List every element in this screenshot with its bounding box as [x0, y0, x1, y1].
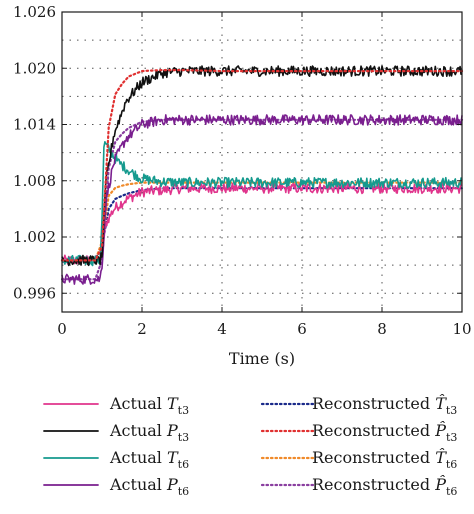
legend-label: Actual Tt6 — [109, 448, 189, 471]
plot-frame — [61, 11, 463, 313]
y-tick-label: 1.008 — [13, 172, 56, 190]
legend-label: Actual Tt3 — [109, 394, 189, 417]
series-line — [61, 182, 463, 266]
legend-item: Actual Tt3 — [43, 394, 189, 417]
x-tick-label: 2 — [137, 320, 147, 338]
x-tick-label: 8 — [377, 320, 387, 338]
grid — [62, 12, 462, 312]
legend-item: Actual Pt6 — [43, 475, 189, 498]
legend-item: Actual Tt6 — [43, 448, 189, 471]
legend-item: Reconstructed T̂t3 — [260, 394, 457, 417]
legend-label: Reconstructed T̂t3 — [312, 394, 457, 417]
legend-item: Actual Pt3 — [43, 421, 189, 444]
series-line — [61, 114, 463, 285]
axis-ticks: 0 2 4 6 8 10 0.996 1.002 1.008 1.014 1.020 1.026 — [13, 3, 472, 338]
series-line — [61, 141, 463, 267]
series-line — [61, 65, 463, 267]
series-lines — [60, 65, 464, 285]
legend: Actual Tt3 Actual Pt3 Actual Tt6 Actual Pt6… — [43, 394, 457, 498]
x-axis-label: Time (s) — [229, 349, 295, 368]
x-tick-label: 10 — [452, 320, 471, 338]
y-tick-label: 1.014 — [13, 116, 56, 134]
y-tick-label: 0.996 — [13, 284, 56, 302]
legend-label: Reconstructed P̂t3 — [312, 421, 457, 444]
legend-label: Actual Pt3 — [109, 421, 189, 444]
y-tick-label: 1.002 — [13, 228, 56, 246]
legend-item: Reconstructed P̂t3 — [260, 421, 457, 444]
legend-item: Reconstructed P̂t6 — [260, 475, 457, 498]
legend-label: Actual Pt6 — [109, 475, 189, 498]
series-line-reconstructed — [60, 181, 464, 262]
y-tick-label: 1.020 — [13, 59, 56, 77]
x-tick-label: 4 — [217, 320, 227, 338]
x-tick-label: 0 — [57, 320, 67, 338]
series-line-reconstructed — [60, 69, 464, 262]
x-tick-label: 6 — [297, 320, 307, 338]
y-tick-label: 1.026 — [13, 3, 56, 21]
legend-label: Reconstructed T̂t6 — [312, 448, 457, 471]
series-line-reconstructed — [60, 187, 464, 262]
legend-label: Reconstructed P̂t6 — [312, 475, 457, 498]
legend-item: Reconstructed T̂t6 — [260, 448, 457, 471]
